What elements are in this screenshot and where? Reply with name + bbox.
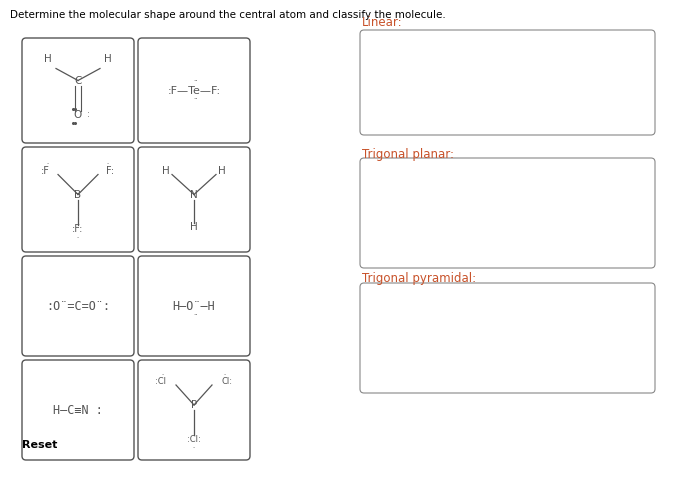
Text: ··: ··	[106, 161, 110, 166]
Text: :F: :F	[41, 167, 50, 177]
Text: Trigonal pyramidal:: Trigonal pyramidal:	[362, 272, 476, 285]
FancyBboxPatch shape	[360, 30, 655, 135]
FancyBboxPatch shape	[138, 360, 250, 460]
Text: :Ö=C=Ö:: :Ö=C=Ö:	[46, 300, 110, 312]
Text: ··: ··	[192, 445, 196, 450]
Text: ··: ··	[192, 312, 197, 318]
FancyBboxPatch shape	[360, 158, 655, 268]
Text: Reset: Reset	[22, 440, 57, 450]
Text: ··: ··	[223, 372, 227, 377]
Text: H—C≡N :: H—C≡N :	[53, 404, 103, 417]
Text: H: H	[218, 167, 226, 177]
Text: :Cl: :Cl	[155, 377, 166, 386]
Text: O: O	[74, 111, 82, 121]
FancyBboxPatch shape	[138, 256, 250, 356]
FancyBboxPatch shape	[138, 38, 250, 143]
Text: H: H	[162, 167, 170, 177]
Text: ··: ··	[162, 372, 165, 377]
Text: B: B	[75, 189, 81, 199]
FancyBboxPatch shape	[360, 283, 655, 393]
Text: ··: ··	[76, 235, 79, 240]
Text: Cl:: Cl:	[222, 377, 233, 386]
Text: :F—Te—F:: :F—Te—F:	[168, 85, 221, 96]
Text: H: H	[44, 55, 52, 64]
FancyBboxPatch shape	[22, 360, 134, 460]
FancyBboxPatch shape	[22, 256, 134, 356]
FancyBboxPatch shape	[138, 147, 250, 252]
Text: P: P	[191, 400, 197, 410]
Text: ··: ··	[192, 78, 197, 84]
Text: Trigonal planar:: Trigonal planar:	[362, 148, 454, 161]
Text: H: H	[190, 223, 198, 233]
Text: :Cl:: :Cl:	[187, 435, 201, 444]
Text: H—Ö—H: H—Ö—H	[173, 300, 215, 312]
Text: :F:: :F:	[72, 225, 83, 235]
Text: N: N	[190, 189, 198, 199]
Text: Determine the molecular shape around the central atom and classify the molecule.: Determine the molecular shape around the…	[10, 10, 446, 20]
Text: ··: ··	[46, 161, 50, 166]
Text: C: C	[74, 75, 81, 85]
Text: ··: ··	[192, 97, 197, 103]
Text: Linear:: Linear:	[362, 16, 402, 29]
FancyBboxPatch shape	[22, 147, 134, 252]
Text: F:: F:	[106, 167, 114, 177]
FancyBboxPatch shape	[22, 38, 134, 143]
Text: H: H	[104, 55, 112, 64]
Text: :: :	[87, 110, 90, 119]
